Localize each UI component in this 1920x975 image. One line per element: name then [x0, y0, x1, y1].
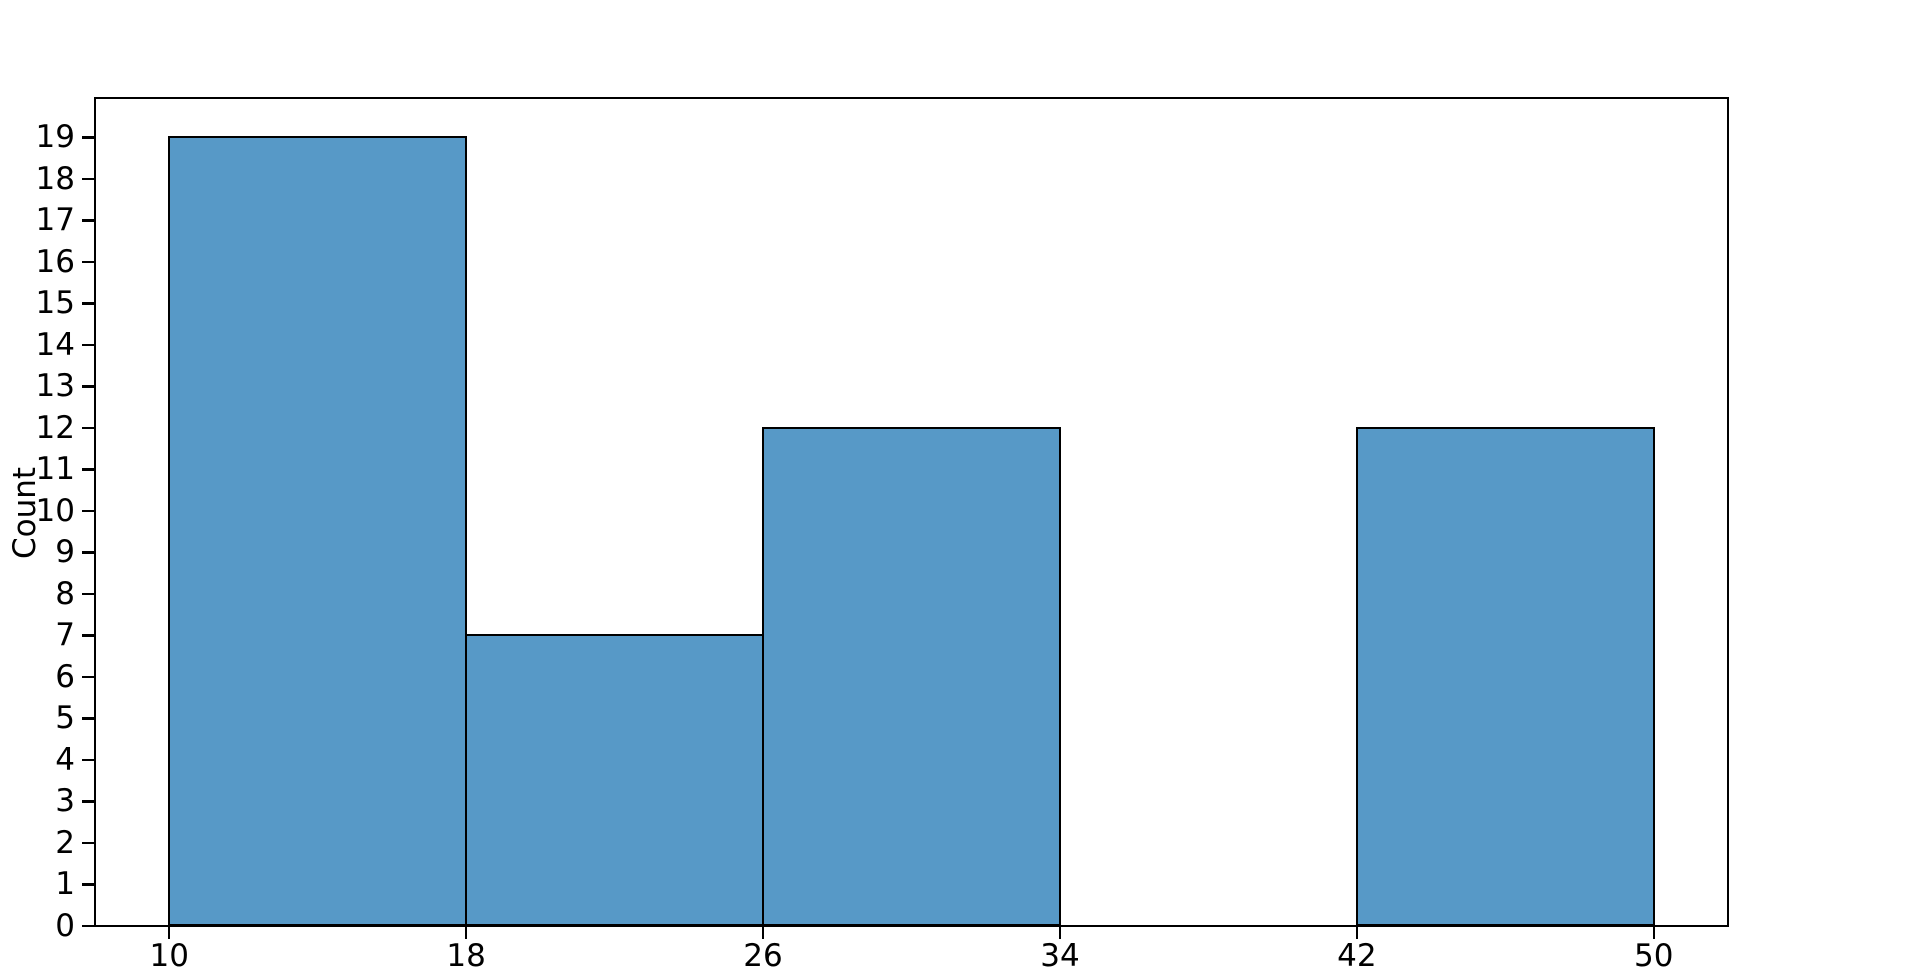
y-tick-label-19: 19: [35, 119, 75, 156]
x-tick-label-10: 10: [149, 938, 189, 974]
axis-spine-left: [93, 96, 97, 928]
y-tick-label-4: 4: [55, 741, 75, 778]
y-tick-label-9: 9: [55, 534, 75, 571]
x-tick-18: [464, 927, 468, 940]
histogram-bar-26-34: [761, 426, 1062, 926]
y-tick-label-15: 15: [35, 285, 75, 322]
y-tick-19: [81, 136, 94, 139]
y-tick-label-17: 17: [35, 202, 75, 239]
y-tick-9: [81, 551, 94, 554]
x-tick-50: [1652, 927, 1656, 940]
y-axis-label: Count: [7, 466, 43, 560]
x-tick-label-18: 18: [446, 938, 486, 974]
y-tick-0: [81, 924, 94, 928]
y-tick-label-6: 6: [55, 658, 75, 695]
y-tick-label-0: 0: [55, 908, 75, 944]
y-tick-14: [81, 343, 94, 347]
y-tick-13: [81, 385, 94, 388]
y-tick-1: [81, 883, 94, 886]
y-tick-16: [81, 260, 94, 264]
y-tick-label-7: 7: [55, 617, 75, 654]
plot-area: 10 18 26 34 42 50 0 1 2 3 4 5 6 7 8 9 10 11 12 13 14 15 16 17 1…: [36, 96, 1730, 973]
y-tick-12: [81, 426, 94, 430]
y-tick-6: [81, 675, 94, 679]
axis-spine-bottom: [93, 924, 1730, 928]
y-tick-2: [81, 841, 94, 845]
y-tick-label-8: 8: [55, 575, 75, 612]
y-tick-17: [81, 219, 94, 222]
x-tick-label-26: 26: [743, 938, 783, 974]
x-tick-34: [1058, 927, 1062, 940]
y-tick-7: [81, 634, 94, 637]
y-tick-label-2: 2: [55, 824, 75, 861]
x-tick-26: [761, 927, 765, 940]
y-tick-15: [81, 302, 94, 305]
y-tick-label-16: 16: [35, 243, 75, 280]
y-tick-18: [81, 177, 94, 181]
axis-spine-right: [1726, 96, 1730, 928]
y-tick-label-3: 3: [55, 783, 75, 820]
y-tick-label-5: 5: [55, 700, 75, 737]
x-tick-label-34: 34: [1040, 938, 1080, 974]
y-tick-label-10: 10: [35, 492, 75, 529]
y-tick-label-14: 14: [35, 326, 75, 363]
x-tick-42: [1355, 927, 1359, 940]
y-tick-5: [81, 717, 94, 720]
histogram-bar-42-50: [1355, 426, 1656, 926]
x-tick-label-50: 50: [1634, 938, 1674, 974]
y-tick-label-13: 13: [35, 368, 75, 405]
y-tick-label-1: 1: [55, 866, 75, 903]
histogram-bar-10-18: [167, 136, 468, 926]
y-tick-10: [81, 509, 94, 513]
x-tick-10: [167, 927, 171, 940]
histogram-bar-18-26: [464, 634, 765, 926]
y-tick-11: [81, 468, 94, 471]
y-tick-4: [81, 758, 94, 762]
y-tick-3: [81, 800, 94, 803]
y-tick-label-11: 11: [35, 451, 75, 488]
axis-spine-top: [93, 96, 1730, 100]
y-tick-label-12: 12: [35, 409, 75, 446]
x-tick-label-42: 42: [1337, 938, 1377, 974]
y-tick-label-18: 18: [35, 160, 75, 197]
y-tick-8: [81, 592, 94, 596]
